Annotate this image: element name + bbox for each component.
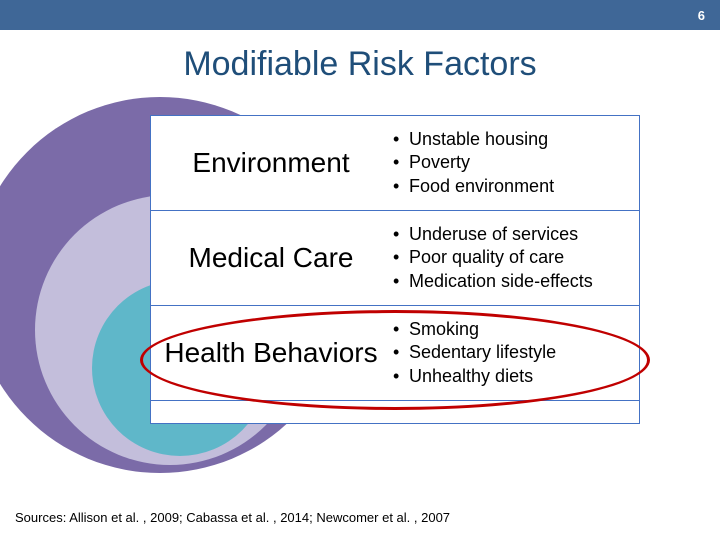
- bullet-text: Smoking: [409, 318, 479, 341]
- bullet-icon: •: [391, 365, 409, 388]
- table-row: Health Behaviors •Smoking •Sedentary lif…: [151, 306, 639, 401]
- bullet-text: Unhealthy diets: [409, 365, 533, 388]
- bullet-item: •Poor quality of care: [391, 246, 631, 269]
- bullet-text: Poor quality of care: [409, 246, 564, 269]
- bullet-icon: •: [391, 318, 409, 341]
- bullet-item: •Underuse of services: [391, 223, 631, 246]
- bullets-environment: •Unstable housing •Poverty •Food environ…: [391, 116, 639, 210]
- bullet-icon: •: [391, 246, 409, 269]
- bullet-item: •Medication side-effects: [391, 270, 631, 293]
- bullet-text: Food environment: [409, 175, 554, 198]
- category-health-behaviors: Health Behaviors: [151, 306, 391, 400]
- slide-title: Modifiable Risk Factors: [0, 45, 720, 84]
- bullet-text: Sedentary lifestyle: [409, 341, 556, 364]
- bullet-icon: •: [391, 128, 409, 151]
- header-bar: 6: [0, 0, 720, 30]
- table-row: Environment •Unstable housing •Poverty •…: [151, 116, 639, 211]
- table-row: Medical Care •Underuse of services •Poor…: [151, 211, 639, 306]
- bullet-item: •Unhealthy diets: [391, 365, 631, 388]
- bullet-icon: •: [391, 223, 409, 246]
- bullet-item: •Sedentary lifestyle: [391, 341, 631, 364]
- page-number: 6: [698, 8, 705, 23]
- bullet-item: •Poverty: [391, 151, 631, 174]
- table-spacer: [151, 401, 639, 423]
- risk-table: Environment •Unstable housing •Poverty •…: [150, 115, 640, 424]
- bullet-icon: •: [391, 151, 409, 174]
- bullet-icon: •: [391, 341, 409, 364]
- bullets-health-behaviors: •Smoking •Sedentary lifestyle •Unhealthy…: [391, 306, 639, 400]
- bullet-text: Medication side-effects: [409, 270, 593, 293]
- bullet-text: Underuse of services: [409, 223, 578, 246]
- bullet-item: •Food environment: [391, 175, 631, 198]
- category-medical-care: Medical Care: [151, 211, 391, 305]
- diagram-container: Environment •Unstable housing •Poverty •…: [50, 110, 670, 470]
- bullet-text: Poverty: [409, 151, 470, 174]
- bullet-item: •Unstable housing: [391, 128, 631, 151]
- bullet-text: Unstable housing: [409, 128, 548, 151]
- bullet-icon: •: [391, 270, 409, 293]
- bullet-icon: •: [391, 175, 409, 198]
- sources-text: Sources: Allison et al. , 2009; Cabassa …: [15, 510, 450, 525]
- bullets-medical-care: •Underuse of services •Poor quality of c…: [391, 211, 639, 305]
- bullet-item: •Smoking: [391, 318, 631, 341]
- category-environment: Environment: [151, 116, 391, 210]
